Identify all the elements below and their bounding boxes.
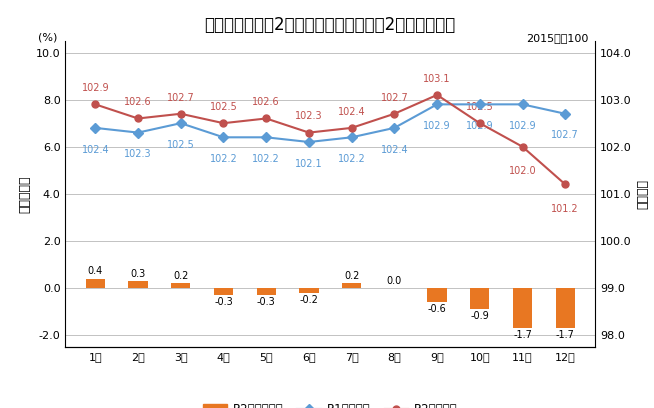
Bar (300, 288, 318, 293)
Text: 102.0: 102.0 (509, 166, 536, 176)
Text: 102.9: 102.9 (509, 121, 536, 131)
Text: 102.7: 102.7 (167, 93, 195, 103)
Text: -0.3: -0.3 (214, 297, 233, 307)
Text: 102.9: 102.9 (466, 121, 494, 131)
R2総合指数 (433, 93, 441, 98)
Bar (86, 279, 105, 288)
R2総合指数 (262, 116, 270, 121)
Text: 102.3: 102.3 (124, 149, 152, 159)
Text: -0.3: -0.3 (257, 297, 275, 307)
Text: 102.4: 102.4 (82, 144, 109, 155)
R1総合指数 (305, 140, 313, 144)
Text: 102.4: 102.4 (381, 144, 408, 155)
Y-axis label: 総合指数: 総合指数 (636, 179, 649, 209)
R2総合指数 (561, 182, 569, 187)
R2総合指数 (305, 130, 313, 135)
R1総合指数 (134, 130, 142, 135)
Text: 102.4: 102.4 (338, 107, 366, 117)
Bar (256, 288, 276, 295)
R1総合指数 (262, 135, 270, 140)
Text: 102.3: 102.3 (295, 111, 322, 122)
Text: -0.6: -0.6 (428, 304, 447, 315)
Line: R1総合指数: R1総合指数 (92, 101, 569, 146)
Bar (556, 288, 575, 328)
Text: -0.2: -0.2 (300, 295, 318, 305)
R2総合指数 (519, 144, 526, 149)
Text: 102.2: 102.2 (337, 154, 366, 164)
Text: 102.9: 102.9 (423, 121, 451, 131)
R1総合指数 (390, 125, 398, 130)
Text: 0.3: 0.3 (130, 268, 146, 279)
Legend: R2前年同月比, R1総合指数, R2総合指数: R2前年同月比, R1総合指数, R2総合指数 (198, 398, 462, 408)
Text: 102.5: 102.5 (466, 102, 494, 112)
Bar (171, 283, 190, 288)
Text: 102.9: 102.9 (82, 83, 109, 93)
R2総合指数 (390, 111, 398, 116)
Text: 102.5: 102.5 (167, 140, 195, 150)
R2総合指数 (348, 125, 356, 130)
Text: (%): (%) (38, 33, 58, 43)
Text: 0.4: 0.4 (88, 266, 103, 276)
R2総合指数 (134, 116, 142, 121)
Text: 103.1: 103.1 (423, 74, 451, 84)
Bar (513, 288, 532, 328)
Text: 0.2: 0.2 (173, 271, 188, 281)
Bar (214, 288, 233, 295)
R1総合指数 (177, 121, 184, 126)
R2総合指数 (177, 111, 184, 116)
R1総合指数 (220, 135, 228, 140)
Text: 102.2: 102.2 (252, 154, 280, 164)
R1総合指数 (519, 102, 526, 107)
R2総合指数 (220, 121, 228, 126)
Text: 102.7: 102.7 (381, 93, 408, 103)
Text: -0.9: -0.9 (470, 311, 489, 322)
Text: 0.2: 0.2 (344, 271, 359, 281)
Text: 102.5: 102.5 (209, 102, 237, 112)
Text: 102.7: 102.7 (551, 131, 579, 140)
Text: -1.7: -1.7 (556, 330, 575, 340)
Title: 令和元年・令和2年の総合指数及び令和2年前年同月比: 令和元年・令和2年の総合指数及び令和2年前年同月比 (205, 16, 456, 34)
Text: 101.2: 101.2 (551, 204, 579, 214)
Bar (470, 288, 489, 309)
Bar (342, 283, 361, 288)
Bar (428, 288, 447, 302)
Line: R2総合指数: R2総合指数 (92, 91, 569, 188)
R1総合指数 (476, 102, 484, 107)
Text: 102.1: 102.1 (295, 159, 322, 169)
Y-axis label: 前年同月比: 前年同月比 (19, 175, 32, 213)
Text: -1.7: -1.7 (513, 330, 532, 340)
R1総合指数 (561, 111, 569, 116)
R2総合指数 (92, 102, 99, 107)
Bar (128, 281, 148, 288)
R1総合指数 (348, 135, 356, 140)
Text: 2015年＝100: 2015年＝100 (526, 33, 589, 43)
Text: 102.2: 102.2 (209, 154, 237, 164)
R1総合指数 (433, 102, 441, 107)
R1総合指数 (92, 125, 99, 130)
Text: 0.0: 0.0 (387, 275, 402, 286)
Text: 102.6: 102.6 (252, 98, 280, 107)
R2総合指数 (476, 121, 484, 126)
Text: 102.6: 102.6 (124, 98, 152, 107)
